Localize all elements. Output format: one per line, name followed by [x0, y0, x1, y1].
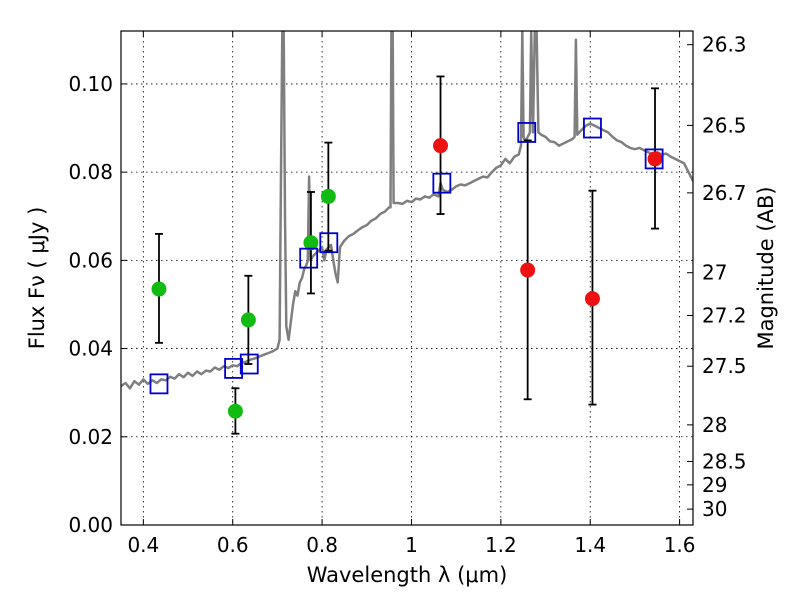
green-point — [303, 235, 319, 251]
y2-tick-label: 27 — [702, 261, 727, 285]
y-tick-label: 0.02 — [68, 425, 113, 449]
model-square-point — [644, 148, 664, 170]
x-tick-label: 0.6 — [217, 533, 249, 557]
grid — [121, 31, 693, 525]
x-tick-label: 0.4 — [127, 533, 159, 557]
y-tick-label: 0.04 — [68, 337, 113, 361]
y-tick-label: 0.00 — [68, 513, 113, 537]
plot-frame — [120, 30, 694, 526]
x-tick-label: 1.6 — [664, 533, 696, 557]
model-square-point — [149, 373, 169, 395]
x-axis-label: Wavelength λ (μm) — [307, 563, 508, 587]
y2-tick-label: 26.5 — [702, 113, 747, 137]
x-tick-label: 0.8 — [306, 533, 338, 557]
model-square-point — [432, 172, 452, 194]
y-tick-label: 0.08 — [68, 160, 113, 184]
model-square-point — [299, 247, 319, 269]
x-tick-label: 1.2 — [485, 533, 517, 557]
model-square-point — [319, 232, 339, 254]
green-point — [240, 312, 256, 328]
y2-tick-label: 28.5 — [702, 449, 747, 473]
model-spectrum-line — [121, 31, 693, 390]
green-point — [320, 188, 336, 204]
x-tick-label: 1.4 — [574, 533, 606, 557]
green-point — [151, 281, 167, 297]
y-tick-label: 0.06 — [68, 248, 113, 272]
red-point — [647, 151, 663, 167]
y2-tick-label: 27.5 — [702, 354, 747, 378]
data-markers — [149, 117, 664, 419]
model-square-point — [517, 122, 537, 143]
y2-axis-label: Magnitude (AB) — [754, 186, 778, 349]
model-square-point — [583, 117, 602, 139]
y2-tick-label: 28 — [702, 413, 727, 437]
green-point — [227, 403, 243, 419]
x-tick-label: 1 — [405, 533, 418, 557]
red-point — [520, 262, 536, 278]
y2-tick-label: 27.2 — [702, 303, 747, 327]
model-square-point — [239, 353, 259, 375]
model-spectrum — [121, 31, 693, 390]
y2-tick-label: 26.7 — [702, 181, 747, 205]
y2-tick-label: 26.3 — [702, 33, 747, 57]
y-axis-label: Flux Fν ( μJy ) — [25, 207, 49, 350]
y2-tick-label: 29 — [702, 473, 727, 497]
red-point — [433, 138, 449, 154]
red-point — [584, 291, 600, 307]
model-square-point — [224, 358, 244, 379]
axis-ticks: 0.4 0.6 0.8 1 1.2 1.4 1.6 0.00 0.02 0.04 0.06 0.08 0… — [68, 31, 747, 557]
y-tick-label: 0.10 — [68, 72, 113, 96]
y2-tick-label: 30 — [702, 497, 727, 521]
